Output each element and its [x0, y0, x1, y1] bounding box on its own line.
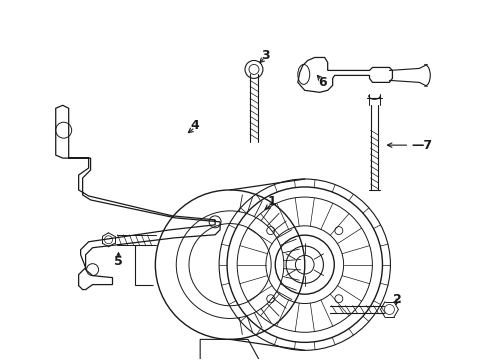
- Text: 3: 3: [261, 49, 270, 62]
- Text: 6: 6: [318, 76, 326, 89]
- Text: 1: 1: [267, 195, 276, 208]
- Text: 2: 2: [392, 293, 401, 306]
- Text: —7: —7: [410, 139, 431, 152]
- Text: 5: 5: [114, 255, 122, 268]
- Text: 4: 4: [190, 119, 199, 132]
